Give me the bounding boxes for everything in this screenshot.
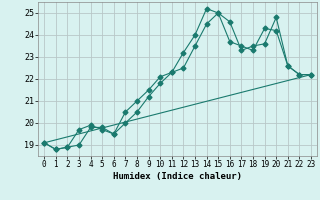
X-axis label: Humidex (Indice chaleur): Humidex (Indice chaleur) (113, 172, 242, 181)
